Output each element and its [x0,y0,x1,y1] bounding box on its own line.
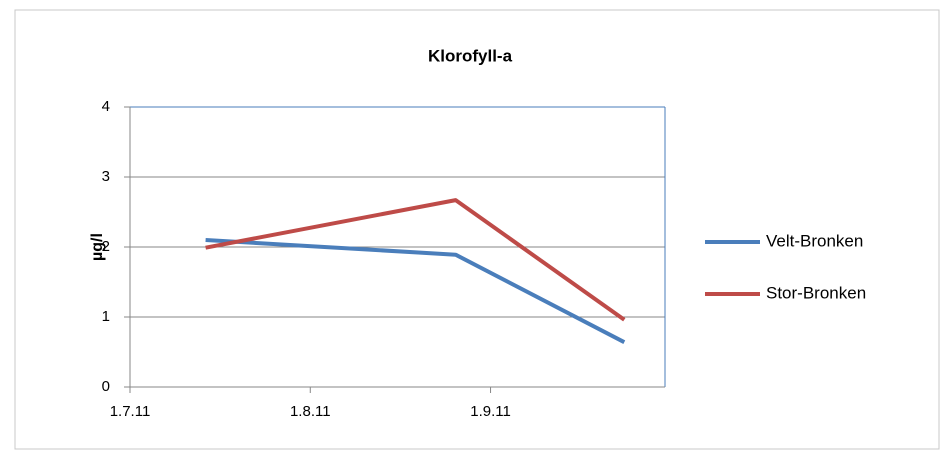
chart-border [14,9,940,450]
series-line [205,198,626,322]
y-axis-label: µg/l [89,233,106,261]
y-tick-label: 3 [102,168,110,185]
legend-label: Stor-Bronken [766,283,866,302]
chart-title: Klorofyll-a [428,46,513,65]
legend-label: Velt-Bronken [766,231,863,250]
x-tick-label: 1.9.11 [470,403,511,420]
y-tick-label: 2 [102,238,110,255]
x-tick-label: 1.8.11 [290,403,331,420]
series-line [205,238,626,344]
x-tick-label: 1.7.11 [110,403,151,420]
y-tick-label: 4 [102,98,110,115]
y-tick-label: 1 [102,308,110,325]
y-tick-label: 0 [102,378,110,395]
